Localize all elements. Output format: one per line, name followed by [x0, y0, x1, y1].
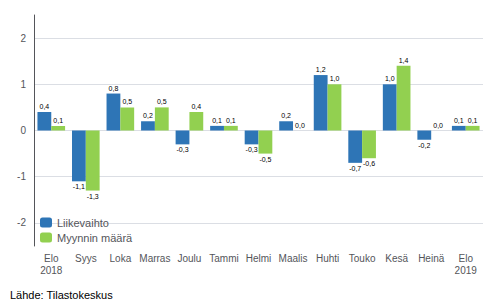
svg-text:-1,3: -1,3 [87, 193, 99, 200]
svg-text:-0,2: -0,2 [418, 142, 430, 149]
svg-text:Elo: Elo [44, 253, 59, 264]
svg-text:1: 1 [20, 79, 26, 90]
svg-text:Tammi: Tammi [209, 253, 238, 264]
svg-text:0: 0 [20, 125, 26, 136]
svg-text:Joulu: Joulu [177, 253, 201, 264]
svg-text:Helmi: Helmi [246, 253, 272, 264]
svg-text:1,2: 1,2 [316, 66, 326, 73]
svg-text:0,1: 0,1 [454, 117, 464, 124]
svg-text:-1,1: -1,1 [73, 183, 85, 190]
svg-text:0,2: 0,2 [143, 112, 153, 119]
svg-text:Heinä: Heinä [418, 253, 445, 264]
svg-text:0,0: 0,0 [433, 122, 443, 129]
svg-text:0,5: 0,5 [122, 98, 132, 105]
svg-text:0,4: 0,4 [39, 103, 49, 110]
svg-text:2019: 2019 [455, 265, 478, 276]
svg-text:2018: 2018 [40, 265, 63, 276]
svg-text:Myynnin määrä: Myynnin määrä [57, 232, 133, 244]
svg-text:Liikevaihto: Liikevaihto [57, 217, 109, 229]
svg-text:1,4: 1,4 [399, 57, 409, 64]
svg-text:0,4: 0,4 [191, 103, 201, 110]
svg-text:0,5: 0,5 [157, 98, 167, 105]
svg-text:Elo: Elo [459, 253, 474, 264]
svg-text:0,8: 0,8 [109, 85, 119, 92]
svg-text:1,0: 1,0 [385, 75, 395, 82]
svg-text:Syys: Syys [75, 253, 97, 264]
svg-text:1,0: 1,0 [330, 75, 340, 82]
svg-text:Loka: Loka [110, 253, 132, 264]
svg-text:-2: -2 [17, 217, 26, 228]
svg-text:-0,3: -0,3 [176, 146, 188, 153]
svg-text:Kesä: Kesä [385, 253, 408, 264]
svg-text:0,1: 0,1 [226, 117, 236, 124]
svg-text:Touko: Touko [349, 253, 376, 264]
svg-text:Huhti: Huhti [316, 253, 339, 264]
svg-text:0,1: 0,1 [212, 117, 222, 124]
svg-text:Maalis: Maalis [279, 253, 308, 264]
svg-text:-1: -1 [17, 171, 26, 182]
svg-text:Marras: Marras [139, 253, 170, 264]
svg-text:Lähde: Tilastokeskus: Lähde: Tilastokeskus [10, 289, 113, 301]
svg-text:-0,5: -0,5 [259, 156, 271, 163]
svg-text:2: 2 [20, 33, 26, 44]
svg-text:-0,7: -0,7 [349, 165, 361, 172]
svg-text:0,1: 0,1 [468, 117, 478, 124]
svg-text:0,2: 0,2 [281, 112, 291, 119]
svg-text:0,0: 0,0 [295, 122, 305, 129]
svg-text:-0,3: -0,3 [246, 146, 258, 153]
svg-text:0,1: 0,1 [53, 117, 63, 124]
svg-text:-0,6: -0,6 [363, 160, 375, 167]
